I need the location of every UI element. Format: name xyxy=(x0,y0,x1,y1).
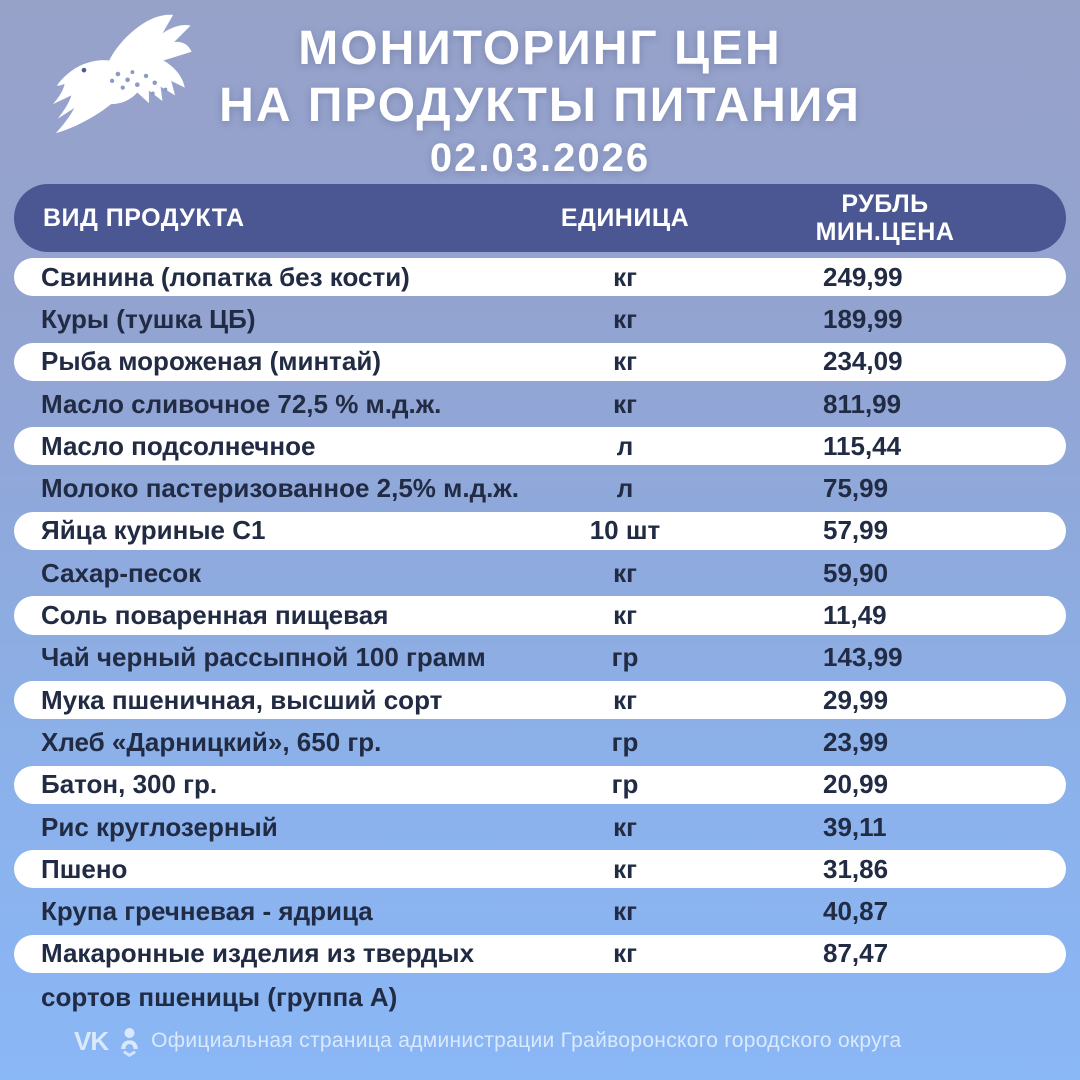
table-row: Крупа гречневая - ядрица кг 40,87 xyxy=(14,890,1066,932)
page-title-line2: НА ПРОДУКТЫ ПИТАНИЯ xyxy=(219,79,861,132)
table-row: Мука пшеничная, высший сорт кг 29,99 xyxy=(14,679,1066,721)
table-row: Масло подсолнечное л 115,44 xyxy=(14,425,1066,467)
product-name: Рис круглозерный xyxy=(41,811,278,842)
price-table: ВИД ПРОДУКТА ЕДИНИЦА РУБЛЬ МИН.ЦЕНА Свин… xyxy=(14,184,1066,1019)
product-price: 39,11 xyxy=(823,811,887,842)
table-row: Рыба мороженая (минтай) кг 234,09 xyxy=(14,341,1066,383)
page-title-line1: МОНИТОРИНГ ЦЕН xyxy=(298,22,782,75)
product-price: 11,49 xyxy=(823,600,887,631)
product-price: 189,99 xyxy=(823,303,903,334)
product-price: 29,99 xyxy=(823,684,889,715)
product-unit: гр xyxy=(611,642,639,673)
table-row: Рис круглозерный кг 39,11 xyxy=(14,806,1066,848)
product-price: 143,99 xyxy=(823,642,903,673)
product-name: Масло сливочное 72,5 % м.д.ж. xyxy=(41,388,442,419)
product-name: Батон, 300 гр. xyxy=(41,769,218,800)
product-name: Макаронные изделия из твердых xyxy=(41,938,475,969)
product-price: 59,90 xyxy=(823,557,889,588)
product-name-continued: сортов пшеницы (группа А) xyxy=(41,981,398,1012)
footer: VK Официальная страница администрации Гр… xyxy=(74,1024,901,1058)
table-row: Сахар-песок кг 59,90 xyxy=(14,552,1066,594)
product-unit: гр xyxy=(611,769,639,800)
product-name: Масло подсолнечное xyxy=(41,430,316,461)
product-price: 57,99 xyxy=(823,515,889,546)
product-name: Куры (тушка ЦБ) xyxy=(41,303,256,334)
product-price: 87,47 xyxy=(823,938,889,969)
table-row: Батон, 300 гр. гр 20,99 xyxy=(14,764,1066,806)
ok-icon[interactable] xyxy=(119,1026,140,1057)
product-price: 20,99 xyxy=(823,769,889,800)
product-unit: л xyxy=(616,430,634,461)
product-name: Мука пшеничная, высший сорт xyxy=(41,684,443,715)
bird-speckles xyxy=(109,70,168,96)
table-row: Хлеб «Дарницкий», 650 гр. гр 23,99 xyxy=(14,721,1066,763)
column-header-price-line2: МИН.ЦЕНА xyxy=(815,218,955,246)
product-price: 31,86 xyxy=(823,853,889,884)
product-price: 249,99 xyxy=(823,261,903,292)
bird-eye xyxy=(81,67,87,73)
table-row: Пшено кг 31,86 xyxy=(14,848,1066,890)
product-unit: кг xyxy=(613,684,637,715)
product-name: Хлеб «Дарницкий», 650 гр. xyxy=(41,726,382,757)
product-name: Яйца куриные С1 xyxy=(41,515,266,546)
product-unit: кг xyxy=(613,303,637,334)
product-unit: кг xyxy=(613,388,637,419)
product-unit: 10 шт xyxy=(589,515,661,546)
product-name: Крупа гречневая - ядрица xyxy=(41,896,373,927)
product-name: Свинина (лопатка без кости) xyxy=(41,261,410,292)
column-header-unit: ЕДИНИЦА xyxy=(560,203,690,232)
masthead: МОНИТОРИНГ ЦЕН НА ПРОДУКТЫ ПИТАНИЯ 02.03… xyxy=(0,0,1080,180)
table-row: Свинина (лопатка без кости) кг 249,99 xyxy=(14,256,1066,298)
footer-caption: Официальная страница администрации Грайв… xyxy=(151,1029,902,1052)
product-price: 75,99 xyxy=(823,473,889,504)
product-unit: л xyxy=(616,473,634,504)
table-row: Куры (тушка ЦБ) кг 189,99 xyxy=(14,298,1066,340)
table-row: Яйца куриные С1 10 шт 57,99 xyxy=(14,510,1066,552)
bird-logo xyxy=(52,14,192,134)
table-row: Макаронные изделия из твердых кг 87,47 xyxy=(14,933,1066,975)
product-name: Пшено xyxy=(41,853,128,884)
product-unit: кг xyxy=(613,853,637,884)
product-name: Сахар-песок xyxy=(41,557,202,588)
table-row-continuation: сортов пшеницы (группа А) xyxy=(14,975,1066,1019)
product-price: 115,44 xyxy=(823,430,902,461)
table-body: Свинина (лопатка без кости) кг 249,99 Ку… xyxy=(14,256,1066,1019)
table-row: Соль поваренная пищевая кг 11,49 xyxy=(14,594,1066,636)
column-header-product: ВИД ПРОДУКТА xyxy=(43,203,245,232)
table-row: Масло сливочное 72,5 % м.д.ж. кг 811,99 xyxy=(14,383,1066,425)
product-price: 234,09 xyxy=(823,346,903,377)
product-name: Молоко пастеризованное 2,5% м.д.ж. xyxy=(41,473,519,504)
column-header-price-line1: РУБЛЬ xyxy=(841,190,929,218)
vk-icon[interactable]: VK xyxy=(74,1026,109,1056)
product-unit: кг xyxy=(613,896,637,927)
product-unit: кг xyxy=(613,600,637,631)
product-name: Чай черный рассыпной 100 грамм xyxy=(41,642,486,673)
product-price: 811,99 xyxy=(823,388,902,419)
product-unit: гр xyxy=(611,726,639,757)
table-header-bar: ВИД ПРОДУКТА ЕДИНИЦА РУБЛЬ МИН.ЦЕНА xyxy=(14,184,1066,252)
product-unit: кг xyxy=(613,811,637,842)
table-row: Чай черный рассыпной 100 грамм гр 143,99 xyxy=(14,637,1066,679)
column-header-price: РУБЛЬ МИН.ЦЕНА xyxy=(746,190,1066,246)
product-unit: кг xyxy=(613,346,637,377)
product-price: 40,87 xyxy=(823,896,889,927)
product-name: Соль поваренная пищевая xyxy=(41,600,389,631)
product-name: Рыба мороженая (минтай) xyxy=(41,346,382,377)
report-date: 02.03.2026 xyxy=(429,136,651,180)
product-unit: кг xyxy=(613,261,637,292)
product-unit: кг xyxy=(613,938,637,969)
table-row: Молоко пастеризованное 2,5% м.д.ж. л 75,… xyxy=(14,467,1066,509)
product-price: 23,99 xyxy=(823,726,889,757)
product-unit: кг xyxy=(613,557,637,588)
